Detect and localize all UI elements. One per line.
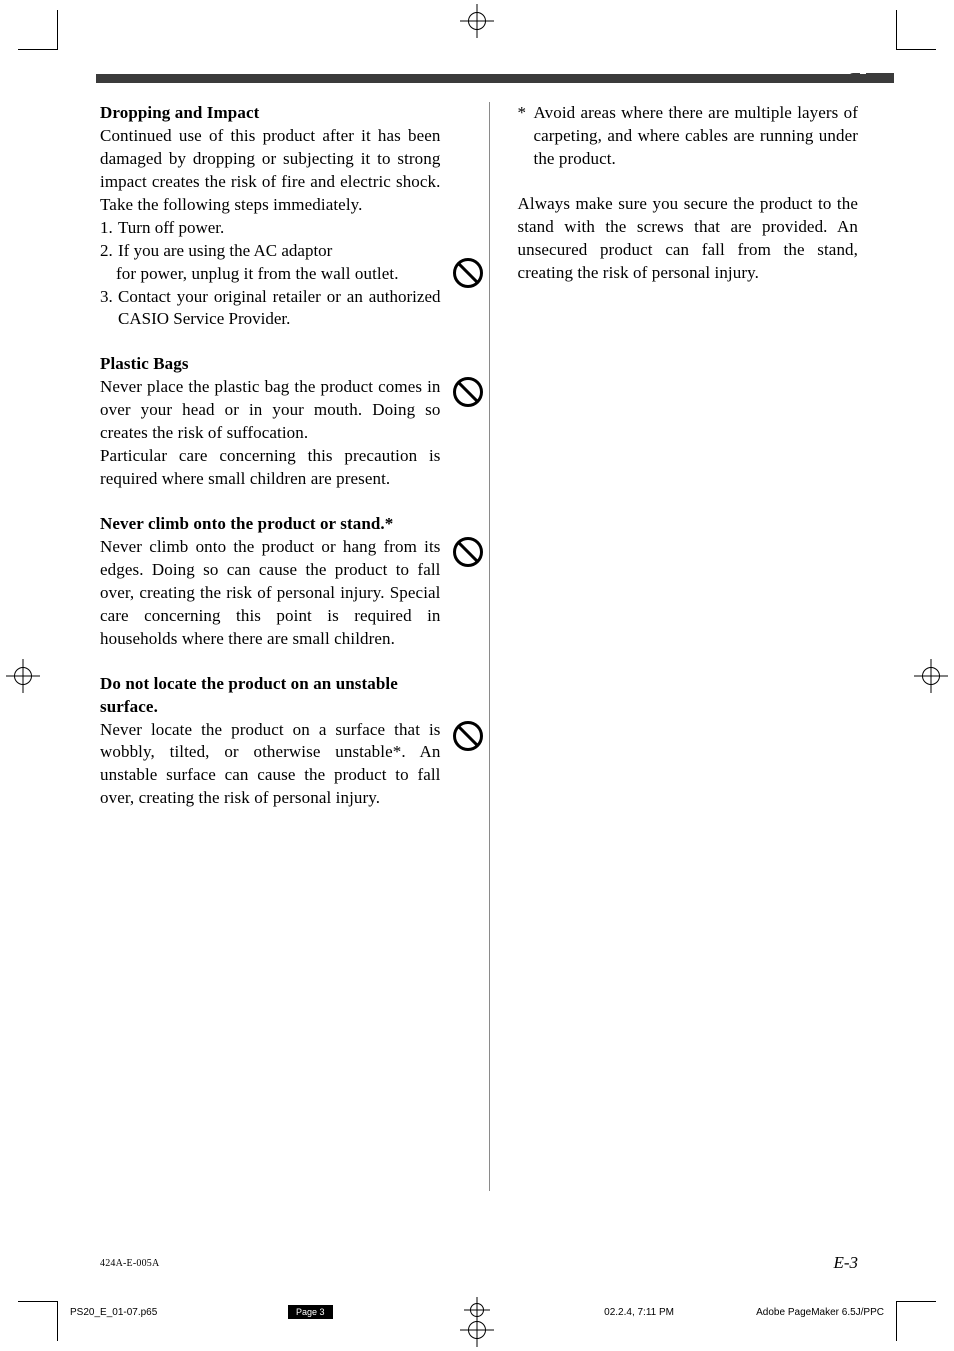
prohibition-icon	[453, 721, 483, 751]
prohibition-icon	[453, 377, 483, 407]
heading-dropping: Dropping and Impact	[100, 102, 441, 125]
p-plastic-2: Particular care concerning this precauti…	[100, 445, 441, 491]
intro-dropping: Continued use of this product after it h…	[100, 125, 441, 217]
step-2: 2. If you are using the AC adaptor	[100, 240, 441, 263]
section-dropping: Dropping and Impact Continued use of thi…	[100, 102, 441, 331]
step-text: Contact your original retailer or an aut…	[118, 286, 441, 332]
impos-page: Page 3	[288, 1305, 333, 1319]
step-2-cont: for power, unplug it from the wall outle…	[100, 263, 441, 286]
heading-plastic-bags: Plastic Bags	[100, 353, 441, 376]
registration-mark-top	[460, 4, 494, 38]
content-columns: Dropping and Impact Continued use of thi…	[100, 102, 858, 1191]
registration-mark-left	[6, 659, 40, 693]
step-num: 1.	[100, 217, 118, 240]
section-unstable: Do not locate the product on an unstable…	[100, 673, 441, 811]
section-secure: Always make sure you secure the product …	[518, 193, 859, 285]
crop-mark-tl	[18, 10, 58, 50]
impos-app: Adobe PageMaker 6.5J/PPC	[756, 1307, 884, 1318]
step-num: 2.	[100, 240, 118, 263]
crop-mark-br	[896, 1301, 936, 1341]
crop-mark-tr	[896, 10, 936, 50]
step-text: If you are using the AC adaptor	[118, 240, 441, 263]
step-num: 3.	[100, 286, 118, 332]
p-climb: Never climb onto the product or hang fro…	[100, 536, 441, 651]
step-1: 1. Turn off power.	[100, 217, 441, 240]
section-avoid-areas: * Avoid areas where there are multiple l…	[518, 102, 859, 171]
right-column: * Avoid areas where there are multiple l…	[489, 102, 859, 1191]
asterisk-bullet: *	[518, 102, 534, 171]
page: Dropping and Impact Continued use of thi…	[0, 0, 954, 1351]
registration-mark-strip	[464, 1297, 490, 1323]
p-plastic-1: Never place the plastic bag the product …	[100, 376, 441, 445]
p-secure: Always make sure you secure the product …	[518, 193, 859, 285]
impos-file: PS20_E_01-07.p65	[70, 1307, 157, 1318]
section-never-climb: Never climb onto the product or stand.* …	[100, 513, 441, 651]
crop-mark-bl	[18, 1301, 58, 1341]
imposition-strip: PS20_E_01-07.p65 Page 3 02.2.4, 7:11 PM …	[70, 1303, 884, 1323]
page-number: E-3	[833, 1253, 858, 1273]
header-accent	[830, 70, 894, 87]
impos-timestamp: 02.2.4, 7:11 PM	[604, 1307, 674, 1318]
section-plastic-bags: Plastic Bags Never place the plastic bag…	[100, 353, 441, 491]
left-column: Dropping and Impact Continued use of thi…	[100, 102, 489, 1191]
p-avoid: Avoid areas where there are multiple lay…	[534, 102, 859, 171]
prohibition-icon	[453, 537, 483, 567]
step-3: 3. Contact your original retailer or an …	[100, 286, 441, 332]
p-unstable: Never locate the product on a surface th…	[100, 719, 441, 811]
prohibition-icon	[453, 258, 483, 288]
header-rule	[96, 74, 894, 83]
heading-never-climb: Never climb onto the product or stand.*	[100, 513, 441, 536]
footer-code: 424A-E-005A	[100, 1258, 159, 1269]
step-text: Turn off power.	[118, 217, 441, 240]
steps-list: 1. Turn off power. 2. If you are using t…	[100, 217, 441, 332]
heading-unstable: Do not locate the product on an unstable…	[100, 673, 441, 719]
registration-mark-right	[914, 659, 948, 693]
